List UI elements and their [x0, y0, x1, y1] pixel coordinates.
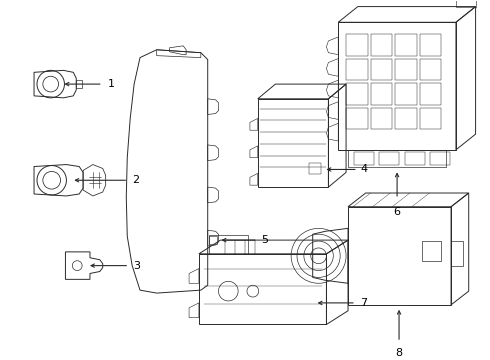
Text: 7: 7 [360, 298, 367, 308]
Text: 3: 3 [133, 261, 140, 271]
Text: 4: 4 [361, 165, 368, 175]
Text: 2: 2 [132, 175, 139, 185]
Text: 6: 6 [393, 207, 401, 217]
Text: 1: 1 [108, 79, 115, 89]
Text: 5: 5 [262, 235, 269, 245]
Text: 8: 8 [395, 348, 403, 358]
